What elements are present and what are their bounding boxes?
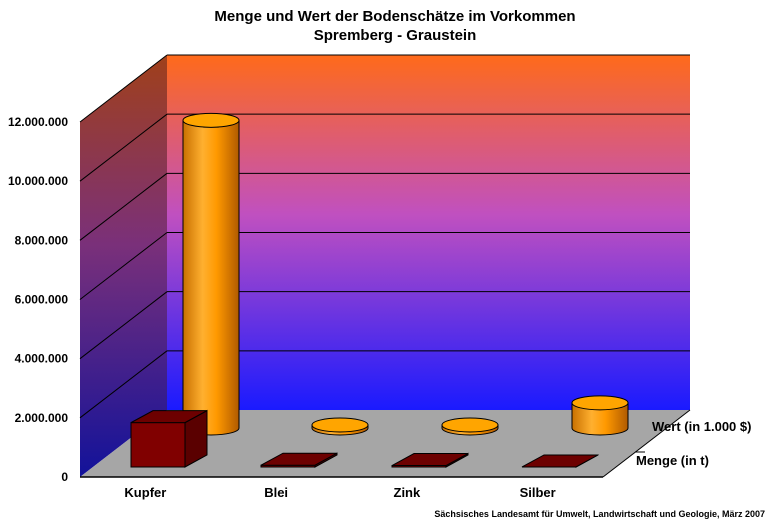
box-top	[130, 410, 208, 424]
gridline-side	[79, 291, 168, 360]
bar-wert-kupfer	[182, 112, 240, 436]
bar-menge-zink	[391, 452, 469, 468]
y-tick-label: 4.000.000	[15, 352, 69, 366]
series-menge-bars	[130, 409, 599, 468]
gridline-side	[79, 350, 168, 419]
bar-menge-blei	[260, 452, 338, 468]
gridline-side	[79, 172, 168, 241]
gridline-side	[79, 113, 168, 182]
depth-axis-line	[602, 409, 691, 478]
bar-wert-zink	[441, 417, 499, 436]
depth-axis-series-labels: Wert (in 1.000 $) Menge (in t)	[635, 419, 751, 468]
bar-wert-blei	[311, 417, 369, 436]
source-note: Sächsisches Landesamt für Umwelt, Landwi…	[434, 509, 765, 519]
series-wert-bars	[182, 112, 629, 436]
cylinder-top	[182, 112, 240, 128]
cylinder-top	[441, 417, 499, 433]
box-top	[391, 453, 469, 467]
y-axis-ticks: 0 2.000.000 4.000.000 6.000.000 8.000.000 10.…	[8, 115, 68, 484]
cylinder-body	[571, 402, 629, 436]
y-tick-label: 12.000.000	[8, 115, 68, 129]
gridline-side	[79, 232, 168, 300]
cylinder-body	[182, 119, 240, 436]
x-axis-categories: Kupfer Blei Zink Silber	[124, 485, 555, 500]
series-label-wert: Wert (in 1.000 $)	[652, 419, 751, 434]
series-label-menge: Menge (in t)	[636, 453, 709, 468]
y-tick-label: 8.000.000	[15, 233, 69, 247]
gridline-side	[79, 54, 168, 123]
category-label: Silber	[520, 485, 556, 500]
y-tick-label: 2.000.000	[15, 411, 69, 425]
bar-menge-silber	[521, 454, 599, 468]
bar-wert-silber	[571, 395, 629, 436]
box-top	[260, 452, 338, 466]
y-tick-label: 10.000.000	[8, 174, 68, 188]
bar-menge-kupfer	[130, 409, 208, 468]
chart-title-line-2: Spremberg - Graustein	[314, 27, 477, 44]
y-tick-label: 0	[61, 470, 68, 484]
cylinder-top	[311, 417, 369, 433]
category-label: Kupfer	[124, 485, 166, 500]
box-top	[521, 454, 599, 468]
category-label: Zink	[394, 485, 421, 500]
cylinder-top	[571, 395, 629, 411]
box-front	[130, 422, 186, 468]
category-label: Blei	[264, 485, 288, 500]
chart-title-line-1: Menge und Wert der Bodenschätze im Vorko…	[214, 8, 575, 25]
gridlines	[79, 54, 690, 419]
y-tick-label: 6.000.000	[15, 293, 69, 307]
